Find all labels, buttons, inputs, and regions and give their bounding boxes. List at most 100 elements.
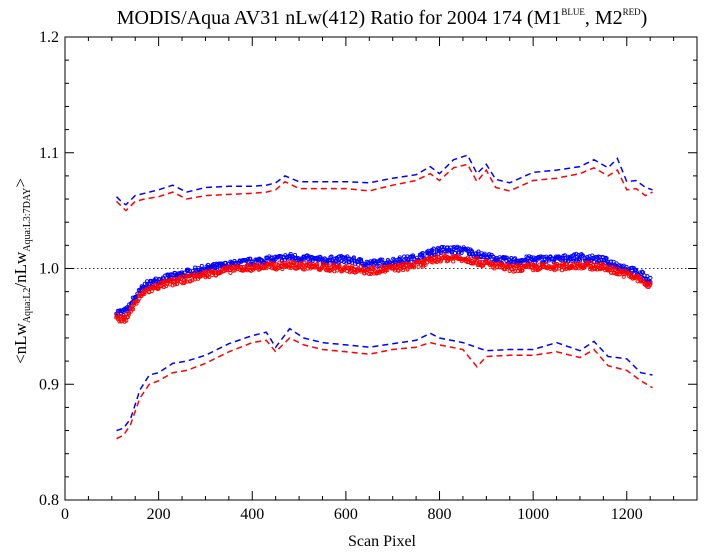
data-point <box>142 291 147 296</box>
data-point <box>639 279 644 284</box>
data-point <box>385 268 390 273</box>
data-point <box>383 267 388 273</box>
data-point <box>410 253 416 258</box>
data-point <box>531 268 536 273</box>
data-point <box>640 270 646 275</box>
data-point <box>588 258 593 263</box>
data-point <box>207 274 212 280</box>
data-point <box>437 246 442 252</box>
data-point <box>383 260 388 266</box>
series-line-m2-lower <box>116 337 653 440</box>
data-point <box>604 256 609 261</box>
axis-ticks: 0 200 400 600 800 1000 1200 0.8 0.9 1.0 1.1 1.2 <box>39 29 698 523</box>
data-point <box>621 272 626 277</box>
data-point <box>645 274 650 279</box>
data-point <box>533 263 539 268</box>
x-tick-label: 200 <box>147 506 171 523</box>
y-axis-label: <nLwAqua:L2/nLwAqua:L3:7DAY> <box>11 178 33 364</box>
data-point <box>307 261 312 266</box>
data-point <box>245 268 250 273</box>
data-point <box>477 259 482 264</box>
data-point <box>170 277 175 282</box>
series-line-m1-upper <box>115 154 653 206</box>
data-point <box>482 251 487 256</box>
data-point <box>351 255 356 260</box>
data-point <box>560 261 565 267</box>
data-point <box>611 259 616 264</box>
data-point <box>609 259 614 264</box>
data-point <box>412 265 417 270</box>
data-point <box>126 312 131 317</box>
x-axis-label: Scan Pixel <box>348 533 417 550</box>
data-point <box>161 285 166 290</box>
data-point <box>228 270 233 275</box>
data-point <box>564 261 570 267</box>
data-point <box>372 264 377 269</box>
y-tick-label: 0.9 <box>39 376 59 393</box>
data-point <box>648 275 653 280</box>
data-point <box>537 262 542 267</box>
data-point <box>274 262 279 267</box>
chart-title: MODIS/Aqua AV31 nLw(412) Ratio for 2004 … <box>117 7 648 29</box>
data-point <box>315 264 320 269</box>
data-point <box>199 263 204 268</box>
ylabel-sub-1: Aqua:L2 <box>22 288 33 324</box>
data-point <box>142 281 147 286</box>
y-tick-label: 1.2 <box>39 29 59 46</box>
x-tick-label: 1200 <box>611 506 643 523</box>
data-point <box>246 256 251 262</box>
data-point <box>333 259 338 264</box>
data-point <box>269 262 275 267</box>
data-point <box>470 249 475 254</box>
x-tick-label: 1000 <box>517 506 549 523</box>
data-point <box>329 254 334 259</box>
data-point <box>301 267 306 272</box>
data-point <box>476 249 481 254</box>
data-point <box>326 263 331 268</box>
data-point <box>405 267 410 272</box>
data-point <box>633 267 638 272</box>
data-point <box>439 249 444 254</box>
data-point <box>544 262 549 267</box>
y-tick-label: 0.8 <box>39 492 59 509</box>
data-point <box>135 299 140 304</box>
data-point <box>559 268 565 273</box>
data-point <box>605 268 610 273</box>
data-point <box>647 283 652 288</box>
title-main: MODIS/Aqua AV31 nLw(412) Ratio for 2004 … <box>117 7 562 29</box>
data-point <box>117 319 122 324</box>
data-point <box>271 261 276 266</box>
data-point <box>402 254 407 259</box>
data-point <box>527 254 532 259</box>
data-point <box>186 268 191 274</box>
series-points-m1 <box>114 244 653 319</box>
ylabel-part-2: /nLw <box>11 251 30 288</box>
data-point <box>451 259 456 264</box>
data-point <box>288 265 293 271</box>
data-point <box>356 262 361 267</box>
data-point <box>247 256 252 261</box>
ylabel-part-3: > <box>11 178 30 188</box>
data-point <box>292 252 298 257</box>
data-point <box>349 269 354 274</box>
series-line-m1-lower <box>116 327 653 432</box>
data-point <box>254 263 259 268</box>
data-point <box>560 255 565 260</box>
data-point <box>389 266 394 271</box>
y-tick-label: 1.1 <box>39 145 59 162</box>
data-point <box>380 257 385 262</box>
data-point <box>594 262 599 267</box>
plot-marks <box>65 154 697 440</box>
data-point <box>124 318 129 323</box>
data-point <box>397 255 402 260</box>
title-sup-red: RED <box>623 7 642 17</box>
data-point <box>576 261 581 266</box>
ylabel-sub-2: Aqua:L3:7DAY <box>22 188 33 252</box>
title-mid: , M2 <box>585 7 623 29</box>
data-point <box>131 303 136 308</box>
data-point <box>419 258 424 263</box>
data-point <box>512 256 518 261</box>
data-point <box>131 307 136 312</box>
data-point <box>577 256 582 261</box>
